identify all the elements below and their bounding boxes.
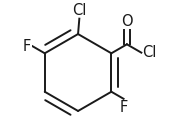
Text: O: O — [121, 14, 133, 29]
Text: Cl: Cl — [72, 3, 87, 18]
Text: Cl: Cl — [142, 45, 157, 60]
Text: F: F — [23, 39, 31, 54]
Text: F: F — [119, 100, 128, 115]
